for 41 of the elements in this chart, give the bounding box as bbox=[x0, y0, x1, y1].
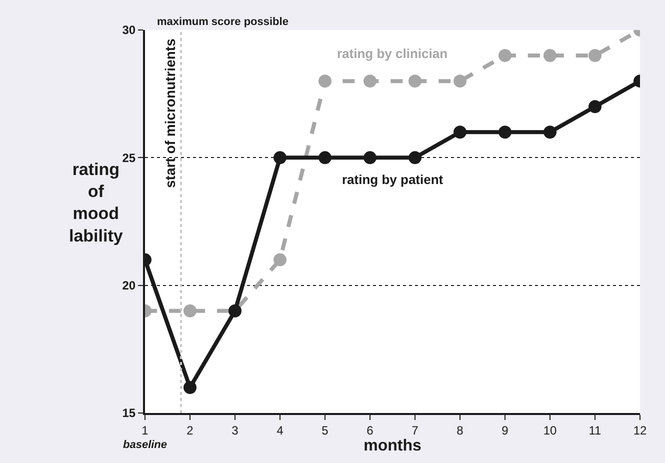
point bbox=[184, 304, 196, 318]
text: baseline bbox=[123, 439, 168, 451]
point bbox=[318, 151, 332, 164]
point bbox=[544, 126, 556, 139]
y-tick-label: 30 bbox=[122, 23, 136, 38]
text: maximum score possible bbox=[157, 16, 288, 28]
point bbox=[588, 49, 602, 62]
y-tick-label: 15 bbox=[122, 406, 136, 420]
point bbox=[318, 74, 332, 88]
x-tick-label: 9 bbox=[502, 423, 509, 438]
x-tick-label: 12 bbox=[633, 423, 647, 438]
point bbox=[454, 126, 466, 139]
x-tick-label: 1 bbox=[142, 423, 149, 438]
x-tick-label: 2 bbox=[186, 423, 194, 438]
point bbox=[274, 151, 286, 164]
point bbox=[544, 49, 556, 62]
point bbox=[498, 49, 512, 62]
series-label: rating by clinician bbox=[337, 46, 448, 61]
point bbox=[364, 74, 376, 88]
x-tick-label: 8 bbox=[456, 423, 464, 438]
x-tick-label: 5 bbox=[322, 423, 329, 438]
point bbox=[498, 126, 512, 139]
x-tick-label: 11 bbox=[588, 423, 602, 438]
y-tick-label: 25 bbox=[122, 150, 136, 165]
point bbox=[364, 151, 376, 164]
point bbox=[408, 74, 422, 88]
x-tick-label: 7 bbox=[412, 423, 419, 438]
x-tick-label: 4 bbox=[276, 423, 284, 438]
y-axis-title: rating of mood lability bbox=[69, 160, 124, 246]
point bbox=[184, 380, 196, 394]
x-tick-label: 3 bbox=[232, 423, 239, 438]
point bbox=[588, 100, 602, 114]
point bbox=[454, 74, 466, 88]
point bbox=[408, 151, 422, 164]
y-tick-label: 20 bbox=[122, 278, 136, 293]
series-label: rating by patient bbox=[342, 172, 444, 187]
ref-line-label: start of micronutrients bbox=[162, 38, 178, 188]
x-axis-title: months bbox=[364, 437, 422, 454]
x-tick-label: 6 bbox=[366, 423, 374, 438]
point bbox=[274, 253, 286, 266]
x-tick-label: 10 bbox=[543, 423, 557, 438]
